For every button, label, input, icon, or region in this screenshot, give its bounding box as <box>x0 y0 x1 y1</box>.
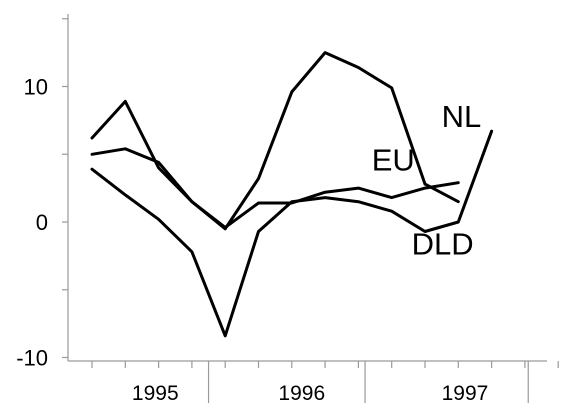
series-label-nl: NL <box>442 99 482 134</box>
x-period-label: 1996 <box>278 382 325 405</box>
series-line-nl <box>90 51 460 231</box>
x-period-label: 1995 <box>132 382 179 405</box>
series-line-eu <box>90 147 460 229</box>
series-lines <box>90 51 494 338</box>
y-tick-label: -10 <box>16 346 48 371</box>
series-label-eu: EU <box>372 143 415 178</box>
axes <box>62 14 559 403</box>
series-line-dld <box>90 129 494 338</box>
series-label-dld: DLD <box>412 227 474 262</box>
y-tick-label: 10 <box>24 75 48 100</box>
x-period-label: 1997 <box>442 382 489 405</box>
y-tick-label: 0 <box>36 210 48 235</box>
series-labels: NL EU DLD <box>372 99 482 261</box>
x-tick-labels: 19951996199798 <box>132 382 564 405</box>
y-tick-labels: 10 0 -10 <box>16 75 48 371</box>
